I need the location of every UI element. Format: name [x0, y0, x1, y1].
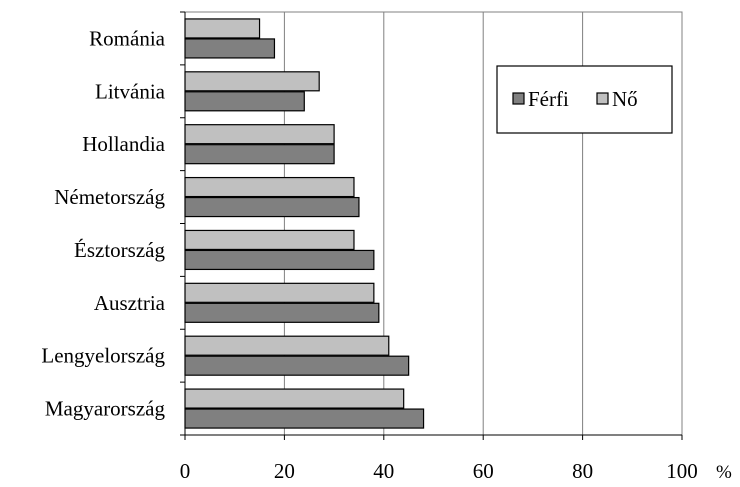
- unit-label: %: [716, 462, 732, 483]
- bar-no: [184, 229, 355, 251]
- bar-no: [184, 18, 261, 39]
- bar-no: [184, 176, 355, 198]
- x-tick-label: 100: [666, 459, 698, 483]
- legend-box: [496, 65, 673, 134]
- category-label: Litvánia: [95, 79, 166, 103]
- legend-label: Nő: [612, 87, 638, 111]
- category-label: Románia: [89, 26, 165, 50]
- category-label: Lengyelország: [41, 344, 165, 368]
- x-tick-label: 20: [274, 459, 295, 483]
- x-tick-label: 0: [180, 459, 191, 483]
- bar-ferfi: [184, 302, 380, 323]
- category-label: Magyarország: [45, 397, 166, 421]
- legend-label: Férfi: [528, 87, 569, 111]
- bar-no: [184, 335, 390, 356]
- x-tick-label: 60: [473, 459, 494, 483]
- legend: Férfi Nő: [496, 65, 673, 134]
- category-label: Ausztria: [94, 291, 166, 315]
- bar-ferfi: [184, 144, 335, 165]
- bar-ferfi: [184, 355, 410, 376]
- bar-ferfi: [184, 196, 360, 218]
- legend-swatch: [596, 92, 609, 105]
- category-label: Észtország: [74, 238, 165, 262]
- axes: [180, 11, 683, 440]
- bar-no: [184, 282, 375, 303]
- x-tick-label: 80: [572, 459, 593, 483]
- bar-no: [184, 124, 335, 145]
- tick-labels: 0 20 40 60 80 100: [180, 459, 698, 483]
- category-label: Németország: [54, 185, 165, 209]
- category-labels: Románia Litvánia Hollandia Németország Észto…: [41, 26, 165, 420]
- x-tick-label: 40: [373, 459, 394, 483]
- bar-ferfi: [184, 38, 276, 59]
- category-label: Hollandia: [82, 132, 165, 156]
- bars: [184, 18, 425, 429]
- bar-ferfi: [184, 408, 425, 429]
- legend-swatch: [512, 92, 525, 105]
- bar-no: [184, 71, 320, 92]
- bar-ferfi: [184, 91, 305, 112]
- bar-no: [184, 388, 405, 409]
- bar-ferfi: [184, 249, 375, 271]
